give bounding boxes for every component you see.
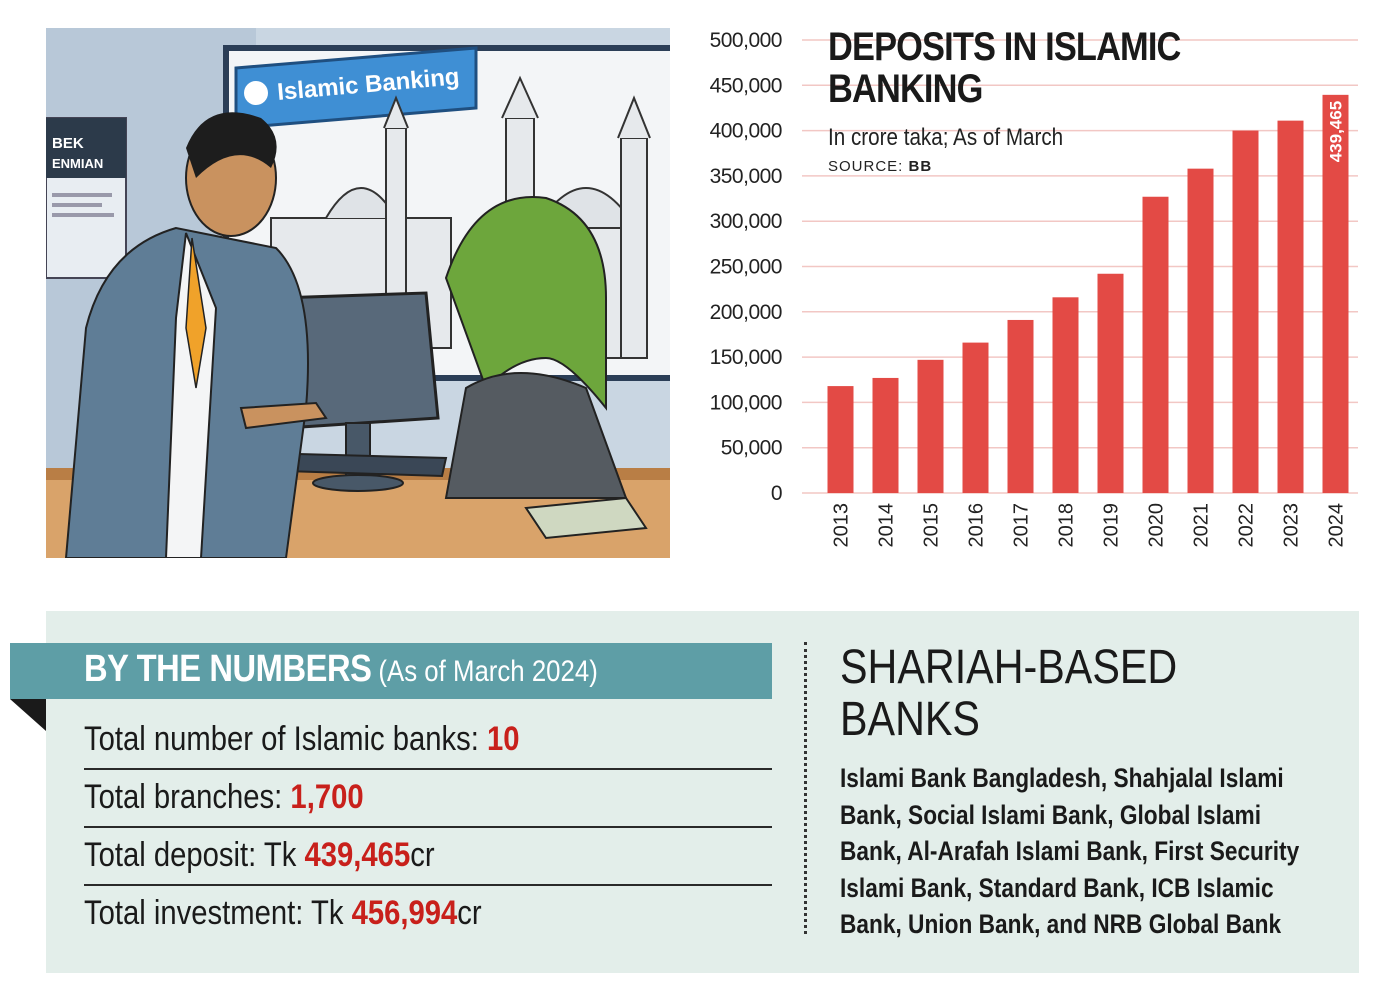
x-tick-label: 2016 <box>966 503 988 548</box>
y-tick-label: 0 <box>771 482 782 505</box>
y-tick-label: 500,000 <box>710 29 782 52</box>
y-tick-label: 350,000 <box>710 165 782 188</box>
bar-2013 <box>827 386 854 493</box>
stat-label: Total investment: Tk <box>84 894 352 932</box>
numbers-title-bold: BY THE NUMBERS <box>84 648 372 690</box>
bar-2014 <box>872 377 899 493</box>
y-tick-label: 400,000 <box>710 120 782 143</box>
stat-row-banks: Total number of Islamic banks: 10 <box>84 712 772 770</box>
x-tick-label: 2021 <box>1191 503 1213 548</box>
illustration-svg: BEK ENMIAN Islamic Banking <box>46 28 670 558</box>
y-tick-label: 250,000 <box>710 256 782 279</box>
bar-2017 <box>1007 319 1034 493</box>
stat-text: Total deposit: Tk 439,465cr <box>84 836 435 875</box>
shariah-banks-heading: SHARIAH-BASED BANKS <box>840 641 1178 746</box>
bar-2016 <box>962 342 989 493</box>
x-tick-label: 2019 <box>1101 503 1123 548</box>
numbers-header-fold <box>10 699 46 731</box>
chart-subtitle: In crore taka; As of March <box>828 124 1064 151</box>
stat-value: 10 <box>487 720 520 758</box>
stat-text: Total investment: Tk 456,994cr <box>84 894 482 933</box>
y-tick-label: 450,000 <box>710 74 782 97</box>
bank-counter-illustration: BEK ENMIAN Islamic Banking <box>46 28 670 558</box>
x-tick-label: 2017 <box>1011 503 1033 548</box>
chart-source: SOURCE: BB <box>828 158 932 175</box>
stat-row-deposit: Total deposit: Tk 439,465cr <box>84 828 772 886</box>
poster-text-2: ENMIAN <box>52 156 103 171</box>
chart-title: DEPOSITS IN ISLAMIC BANKING <box>828 25 1181 111</box>
stat-label: Total deposit: Tk <box>84 836 305 874</box>
bar-2015 <box>917 359 944 493</box>
numbers-title: BY THE NUMBERS (As of March 2024) <box>84 648 598 691</box>
stat-row-investment: Total investment: Tk 456,994cr <box>84 886 772 944</box>
stat-value: 1,700 <box>290 778 364 816</box>
stat-label: Total branches: <box>84 778 291 816</box>
stat-suffix: cr <box>410 836 435 874</box>
bar-value-label: 439,465 <box>1327 101 1346 162</box>
bar-2023 <box>1277 120 1304 493</box>
bar-2024 <box>1322 94 1349 493</box>
y-tick-label: 150,000 <box>710 346 782 369</box>
y-tick-label: 100,000 <box>710 391 782 414</box>
bar-2020 <box>1142 196 1169 493</box>
bar-2022 <box>1232 130 1259 493</box>
stat-label: Total number of Islamic banks: <box>84 720 488 758</box>
x-tick-label: 2015 <box>921 503 943 548</box>
chart-svg: 0 50,000 100,000 150,000 200,000 250,000 300,0… <box>710 29 1358 548</box>
x-tick-label: 2023 <box>1281 503 1303 548</box>
bar-2021 <box>1187 168 1214 494</box>
stat-value: 456,994 <box>351 894 458 932</box>
stat-value: 439,465 <box>304 836 411 874</box>
stat-text: Total branches: 1,700 <box>84 778 364 817</box>
chart-source-value: BB <box>908 158 933 175</box>
y-tick-label: 50,000 <box>721 437 782 460</box>
x-tick-label: 2014 <box>876 503 898 548</box>
chart-source-label: SOURCE: <box>828 158 904 175</box>
x-tick-label: 2022 <box>1236 503 1258 548</box>
y-tick-label: 300,000 <box>710 210 782 233</box>
x-tick-label: 2024 <box>1326 503 1348 548</box>
poster-text-1: BEK <box>52 135 84 152</box>
x-tick-label: 2018 <box>1056 503 1078 548</box>
deposits-chart: 0 50,000 100,000 150,000 200,000 250,000 300,0… <box>680 20 1370 580</box>
panel-divider <box>804 642 807 934</box>
numbers-title-light: (As of March 2024) <box>378 655 598 688</box>
numbers-header-bar <box>10 643 772 699</box>
stat-suffix: cr <box>457 894 482 932</box>
shariah-banks-list: Islami Bank Bangladesh, Shahjalal Islami… <box>840 763 1300 939</box>
bar-2019 <box>1097 273 1124 493</box>
stat-text: Total number of Islamic banks: 10 <box>84 720 520 759</box>
bar-2018 <box>1052 297 1079 493</box>
x-tick-label: 2013 <box>831 503 853 548</box>
x-tick-label: 2020 <box>1146 503 1168 548</box>
y-tick-label: 200,000 <box>710 301 782 324</box>
stat-row-branches: Total branches: 1,700 <box>84 770 772 828</box>
